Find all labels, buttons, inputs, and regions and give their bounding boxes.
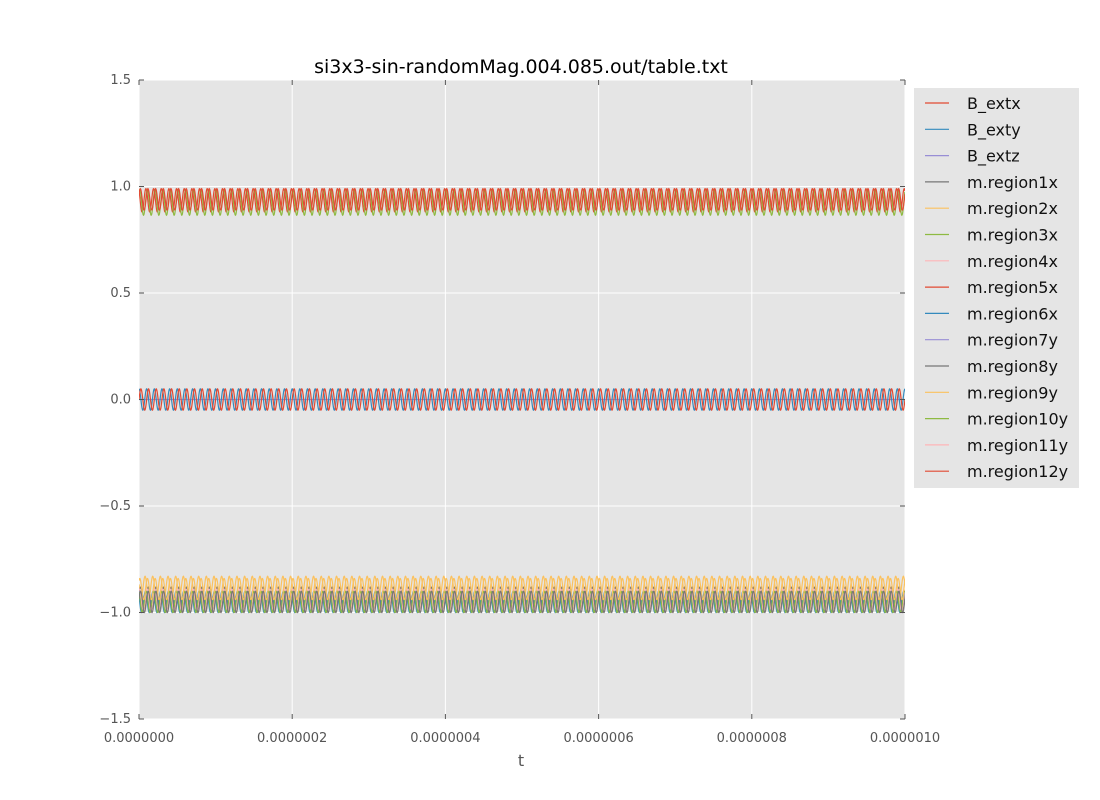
series-line-m-region2x [139,577,905,601]
y-tick-label: −0.5 [99,499,131,514]
legend-label: m.region7y [967,331,1058,350]
x-axis-title: t [518,751,524,770]
legend-label: m.region4x [967,252,1058,271]
series-line-b-exty [139,387,905,412]
x-tick-label: 0.0000010 [870,731,940,746]
axis-ticks: 0.0000000 0.0000002 0.0000004 0.0000006 0.00… [99,73,940,746]
legend-label: m.region1x [967,173,1058,192]
legend-label: m.region12y [967,462,1068,481]
series-line-m-region1x [139,590,905,614]
series-lines [139,187,905,614]
legend-label: m.region6x [967,304,1058,323]
legend-label: B_exty [967,120,1021,140]
y-tick-label: 0.0 [110,393,131,408]
legend-label: B_extx [967,94,1021,114]
legend-label: B_extz [967,147,1020,167]
x-tick-label: 0.0000000 [104,731,174,746]
y-tick-label: −1.5 [99,712,131,727]
legend-label: m.region8y [967,357,1058,376]
x-tick-label: 0.0000006 [563,731,633,746]
x-tick-label: 0.0000008 [717,731,787,746]
legend-label: m.region9y [967,383,1058,402]
legend: B_extx B_exty B_extz m.region1x m.region2x m.… [914,88,1079,488]
y-tick-label: 1.0 [110,180,131,195]
x-tick-label: 0.0000002 [257,731,327,746]
series-line-m-region5x [139,187,905,211]
y-tick-label: 1.5 [110,73,131,88]
legend-label: m.region3x [967,226,1058,245]
legend-label: m.region2x [967,199,1058,218]
legend-label: m.region5x [967,278,1058,297]
legend-box [914,88,1079,488]
y-tick-label: −1.0 [99,606,131,621]
legend-label: m.region10y [967,410,1068,429]
series-line-m-region4x [139,588,905,611]
legend-label: m.region11y [967,436,1068,455]
y-tick-label: 0.5 [110,286,131,301]
series-line-b-extx [139,387,905,412]
chart-title: si3x3-sin-randomMag.004.085.out/table.tx… [314,56,728,78]
x-tick-label: 0.0000004 [410,731,480,746]
series-line-m-region3x [139,590,905,614]
